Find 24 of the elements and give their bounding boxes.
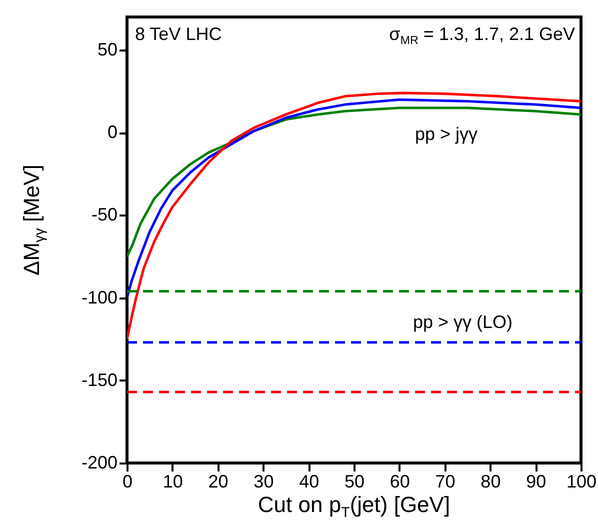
y-tick-label: -50: [91, 204, 118, 225]
y-tick-label: 0: [107, 122, 118, 142]
x-tick-label: 80: [480, 472, 501, 492]
y-tick-label: -200: [81, 452, 118, 472]
line-series: [127, 92, 581, 340]
annotation: pp > jγγ: [415, 124, 478, 144]
x-tick-label: 20: [208, 472, 228, 492]
x-tick-label: 70: [435, 472, 456, 492]
y-tick-label: -150: [81, 370, 118, 390]
x-tick-label: 90: [526, 472, 546, 492]
annotation: pp > γγ (LO): [413, 312, 513, 332]
x-tick-label: 100: [566, 472, 597, 492]
y-tick-label: -100: [81, 287, 118, 308]
x-tick-label: 50: [344, 472, 365, 492]
x-tick-label: 60: [390, 472, 410, 492]
x-axis-title: Cut on p$_{T}$(jet) [GeV]: [258, 492, 450, 521]
x-tick-label: 10: [162, 472, 183, 492]
x-tick-label: 0: [122, 472, 133, 492]
annotation: 8 TeV LHC: [135, 24, 222, 44]
line-series: [127, 98, 581, 300]
x-tick-label: 30: [254, 472, 274, 492]
y-tick-label: 50: [97, 40, 118, 60]
x-tick-label: 40: [299, 472, 320, 492]
annotation: σ$_{MR}$ = 1.3, 1.7, 2.1 GeV: [389, 24, 575, 48]
